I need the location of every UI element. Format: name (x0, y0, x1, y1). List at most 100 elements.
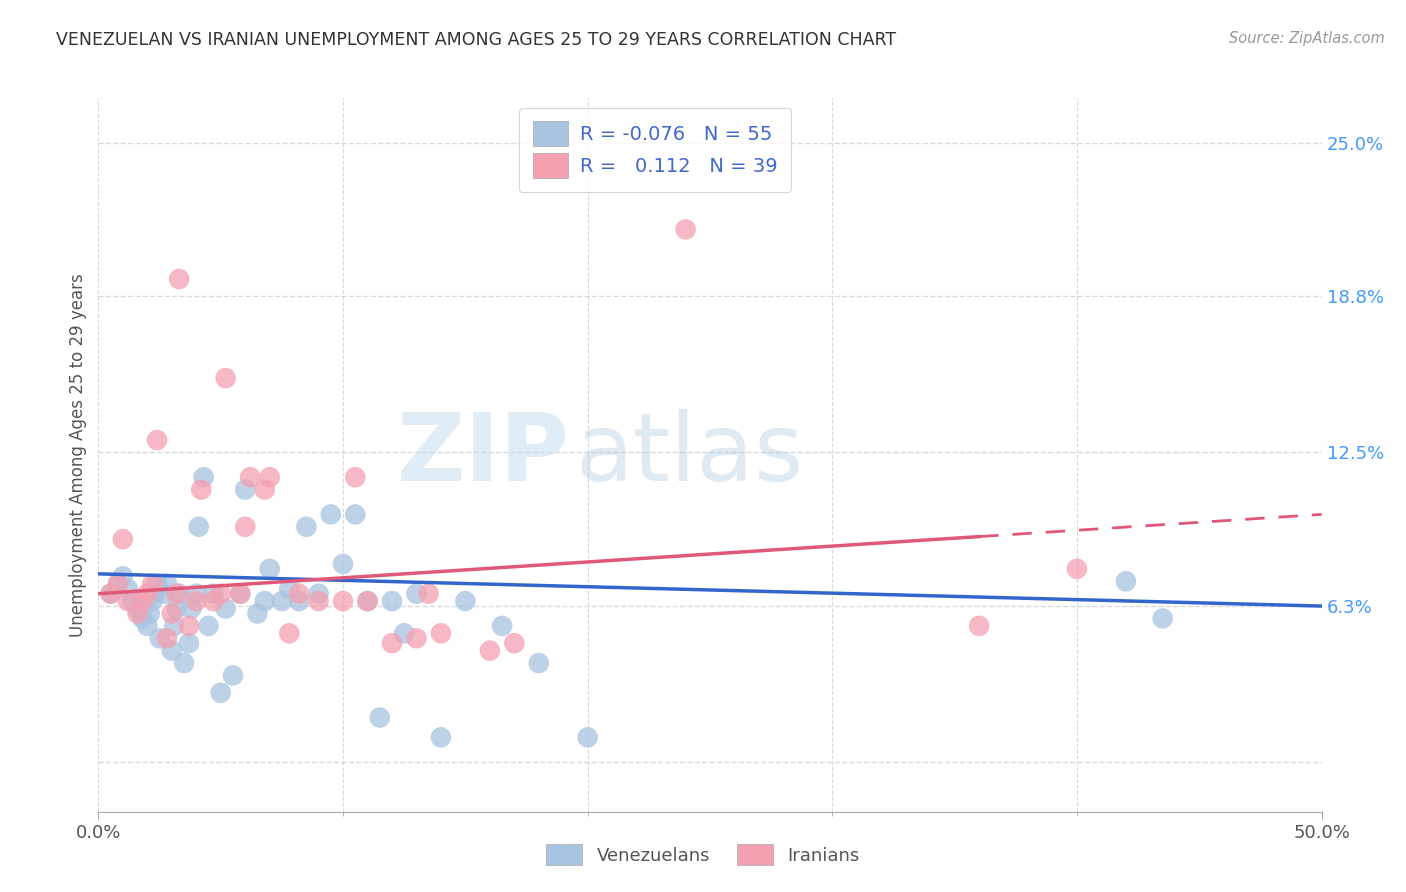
Point (100, 587, 122, 601)
Point (160, 643, 183, 657)
Point (229, 587, 252, 601)
Point (214, 601, 236, 615)
Point (107, 576, 129, 591)
Point (167, 272, 190, 286)
Point (356, 594, 378, 608)
Point (295, 520, 318, 534)
Point (156, 576, 179, 591)
Point (288, 587, 311, 601)
Point (156, 632, 179, 646)
Point (1152, 611, 1174, 625)
Point (233, 520, 256, 534)
Point (107, 576, 129, 591)
Point (166, 587, 188, 601)
Point (153, 587, 176, 601)
Point (478, 643, 501, 657)
Point (117, 594, 139, 608)
Point (146, 433, 169, 447)
Point (214, 371, 236, 385)
Point (270, 594, 294, 608)
Point (368, 710, 391, 724)
Text: atlas: atlas (575, 409, 804, 501)
Point (209, 686, 232, 700)
Point (278, 582, 301, 596)
Point (308, 594, 330, 608)
Point (356, 594, 378, 608)
Point (121, 594, 143, 608)
Point (229, 587, 252, 601)
Point (222, 668, 245, 682)
Point (166, 601, 188, 615)
Point (111, 532, 134, 546)
Point (405, 587, 427, 601)
Point (405, 632, 427, 646)
Text: ZIP: ZIP (396, 409, 569, 501)
Point (127, 607, 149, 621)
Point (1115, 574, 1137, 589)
Point (177, 636, 200, 650)
Point (308, 587, 330, 601)
Point (278, 626, 301, 640)
Point (149, 632, 172, 646)
Point (136, 587, 159, 601)
Point (131, 611, 153, 625)
Point (127, 601, 149, 615)
Point (253, 483, 276, 497)
Point (344, 508, 367, 522)
Point (100, 587, 122, 601)
Y-axis label: Unemployment Among Ages 25 to 29 years: Unemployment Among Ages 25 to 29 years (69, 273, 87, 637)
Point (239, 470, 262, 484)
Point (186, 594, 208, 608)
Point (332, 594, 354, 608)
Point (141, 594, 163, 608)
Text: VENEZUELAN VS IRANIAN UNEMPLOYMENT AMONG AGES 25 TO 29 YEARS CORRELATION CHART: VENEZUELAN VS IRANIAN UNEMPLOYMENT AMONG… (56, 31, 897, 49)
Point (190, 483, 212, 497)
Legend: Venezuelans, Iranians: Venezuelans, Iranians (537, 835, 869, 874)
Point (139, 607, 162, 621)
Legend: R = -0.076   N = 55, R =   0.112   N = 39: R = -0.076 N = 55, R = 0.112 N = 39 (519, 108, 790, 192)
Point (253, 594, 276, 608)
Point (180, 601, 202, 615)
Point (202, 587, 225, 601)
Point (111, 569, 134, 583)
Point (197, 619, 219, 633)
Point (246, 607, 269, 621)
Point (117, 582, 139, 596)
Point (381, 594, 404, 608)
Point (177, 619, 200, 633)
Point (131, 594, 153, 608)
Point (160, 607, 183, 621)
Point (418, 587, 440, 601)
Point (141, 576, 163, 591)
Point (675, 222, 697, 236)
Point (233, 483, 256, 497)
Point (186, 587, 208, 601)
Point (136, 619, 159, 633)
Point (430, 626, 453, 640)
Point (332, 557, 354, 571)
Point (173, 656, 195, 670)
Point (209, 587, 232, 601)
Point (454, 594, 477, 608)
Text: Source: ZipAtlas.com: Source: ZipAtlas.com (1229, 31, 1385, 46)
Point (167, 587, 190, 601)
Point (967, 619, 990, 633)
Point (1066, 562, 1088, 576)
Point (381, 636, 404, 650)
Point (503, 636, 526, 650)
Point (576, 731, 599, 745)
Point (344, 470, 367, 484)
Point (430, 731, 453, 745)
Point (527, 656, 550, 670)
Point (319, 508, 342, 522)
Point (288, 594, 311, 608)
Point (259, 562, 281, 576)
Point (392, 626, 416, 640)
Point (259, 470, 281, 484)
Point (202, 594, 225, 608)
Point (491, 619, 513, 633)
Point (163, 619, 186, 633)
Point (143, 587, 166, 601)
Point (146, 576, 169, 591)
Point (187, 520, 209, 534)
